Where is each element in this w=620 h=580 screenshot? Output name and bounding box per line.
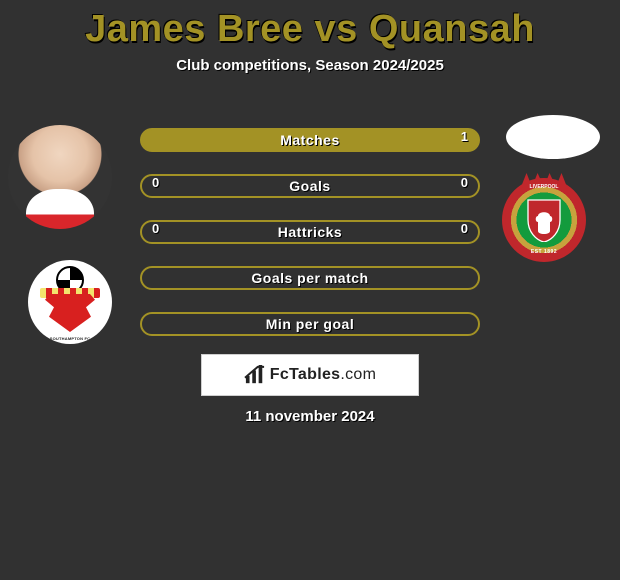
stat-value-right: 0 (461, 175, 468, 197)
stat-bar: Matches 1 (140, 128, 480, 152)
stat-value-left: 0 (152, 175, 159, 197)
stat-bar: Goals per match (140, 266, 480, 290)
club-right-top-text: LIVERPOOL (505, 184, 583, 190)
player-avatar-right (506, 115, 600, 159)
club-badge-left: SOUTHAMPTON FC (28, 260, 112, 344)
watermark-brand: FcTables.com (270, 366, 376, 384)
club-left-scarf (40, 288, 100, 298)
stat-value-left: 0 (152, 221, 159, 243)
stat-label: Hattricks (278, 224, 342, 240)
stat-bar: Min per goal (140, 312, 480, 336)
stat-value-right: 1 (461, 129, 468, 151)
watermark-brand-light: .com (340, 366, 376, 383)
player-avatar-left (8, 125, 112, 229)
stat-bar: 0 Hattricks 0 (140, 220, 480, 244)
stat-label: Matches (280, 132, 340, 148)
club-badge-right: LIVERPOOL EST 1892 (502, 178, 586, 262)
stat-bars: Matches 1 0 Goals 0 0 Hattricks 0 Goals per matc… (140, 128, 480, 336)
watermark-brand-bold: FcTables (270, 366, 341, 383)
club-left-name: SOUTHAMPTON FC (50, 336, 91, 341)
stat-label: Min per goal (266, 316, 354, 332)
stat-label: Goals per match (251, 270, 368, 286)
stat-value-right: 0 (461, 221, 468, 243)
comparison-title: James Bree vs Quansah (0, 8, 620, 51)
bar-chart-icon (244, 365, 266, 385)
club-right-bottom-text: EST 1892 (505, 249, 583, 255)
fctables-watermark: FcTables.com (201, 354, 419, 396)
comparison-date: 11 november 2024 (0, 408, 620, 425)
stat-bar: 0 Goals 0 (140, 174, 480, 198)
club-right-shield-icon (524, 198, 564, 242)
comparison-subtitle: Club competitions, Season 2024/2025 (0, 57, 620, 74)
stat-label: Goals (289, 178, 330, 194)
